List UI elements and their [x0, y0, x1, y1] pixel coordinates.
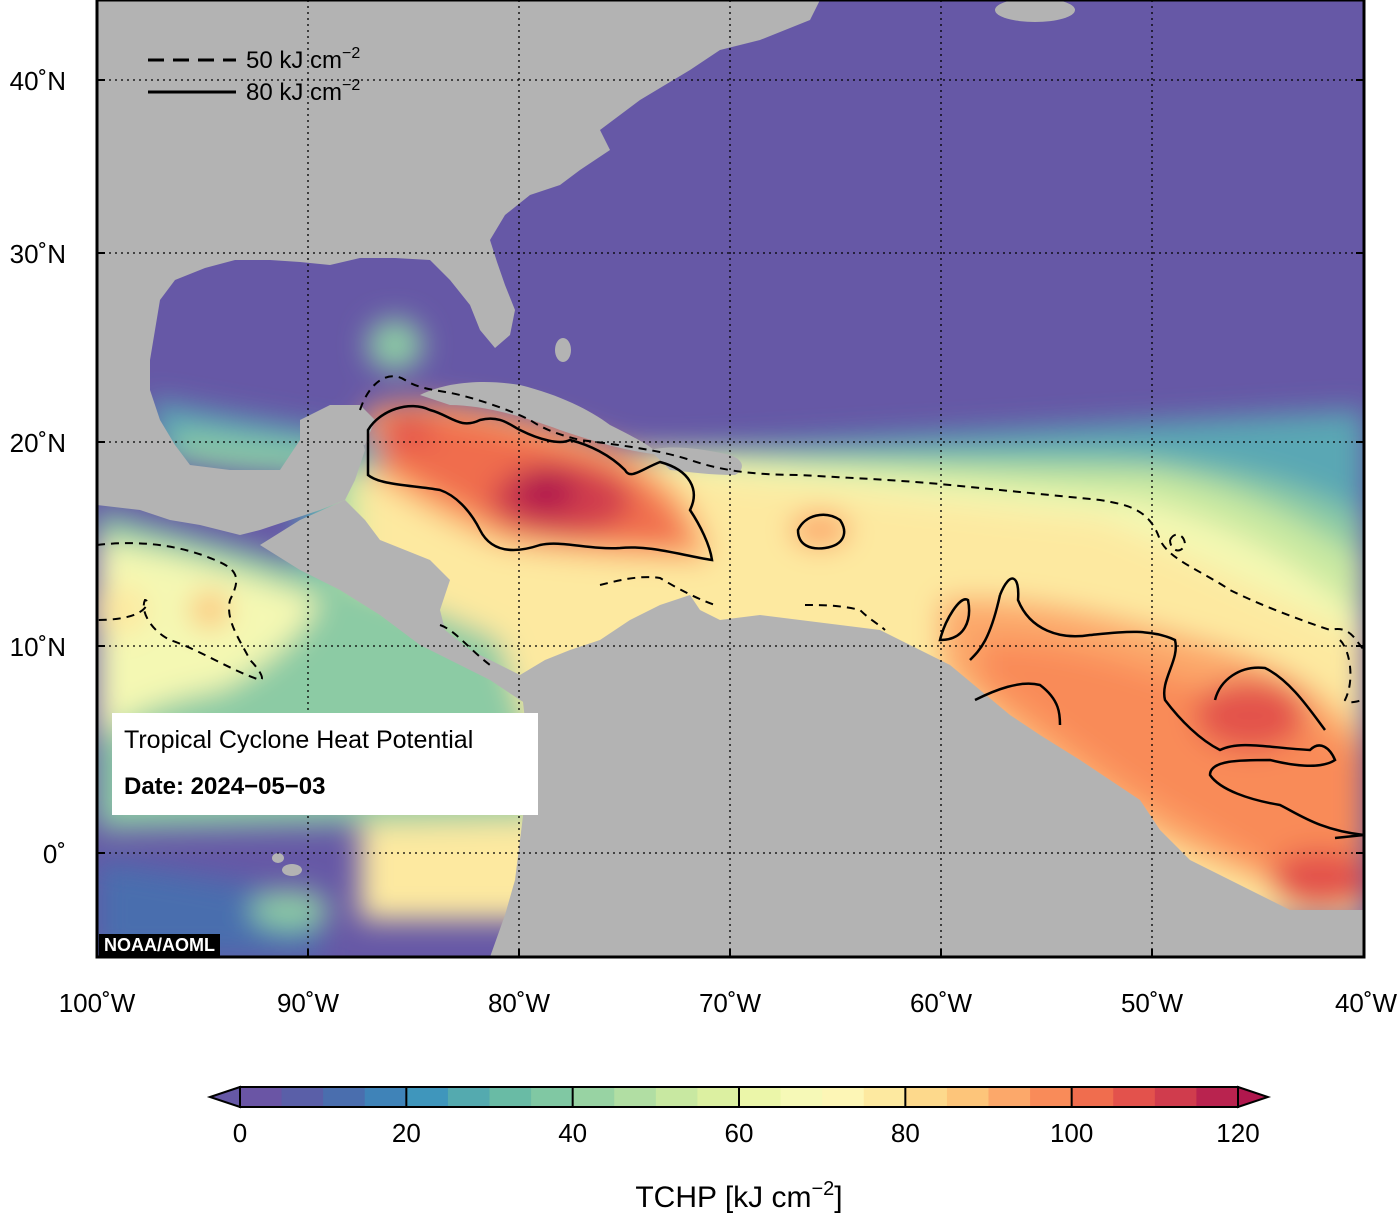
- colorbar-tick-label: 60: [725, 1118, 754, 1148]
- colorbar-tick-label: 0: [233, 1118, 247, 1148]
- colorbar-tick-label: 40: [558, 1118, 587, 1148]
- info-box: Tropical Cyclone Heat Potential Date: 20…: [112, 713, 538, 815]
- colorbar-tick-label: 120: [1216, 1118, 1259, 1148]
- colorbar: 0 20 40 60 80 100 120 TCHP [kJ cm−2]: [206, 1085, 1272, 1214]
- colorbar-title: TCHP [kJ cm−2]: [635, 1178, 842, 1214]
- colorbar-segment: [655, 1087, 699, 1107]
- colorbar-segment: [531, 1087, 574, 1107]
- colorbar-segment: [447, 1087, 491, 1107]
- colorbar-segment: [364, 1087, 407, 1107]
- graticule: [97, 0, 1364, 957]
- colorbar-segment: [1030, 1087, 1073, 1107]
- colorbar-segment: [1196, 1087, 1239, 1107]
- credit-label: NOAA/AOML: [99, 934, 220, 956]
- y-tick-label: 30˚N: [10, 239, 66, 269]
- map-area: [97, 0, 1364, 957]
- colorbar-segment: [1071, 1087, 1114, 1107]
- colorbar-segment: [489, 1087, 532, 1107]
- contour-50: [97, 375, 1364, 704]
- y-tick-label: 0˚: [43, 839, 66, 869]
- colorbar-segment: [1113, 1087, 1156, 1107]
- colorbar-high-arrow: [1237, 1085, 1272, 1109]
- colorbar-segment: [905, 1087, 948, 1107]
- x-tick-label: 50˚W: [1121, 988, 1184, 1018]
- colorbar-segment: [863, 1087, 906, 1107]
- y-tick-label: 20˚N: [10, 428, 66, 458]
- info-title: Tropical Cyclone Heat Potential: [124, 726, 474, 754]
- y-tick-label: 40˚N: [10, 66, 66, 96]
- x-axis-labels: 100˚W 90˚W 80˚W 70˚W 60˚W 50˚W 40˚W: [59, 988, 1398, 1018]
- contour-80: [366, 404, 1364, 840]
- colorbar-segment: [946, 1087, 990, 1107]
- colorbar-segment: [614, 1087, 657, 1107]
- colorbar-segment: [1154, 1087, 1198, 1107]
- x-tick-label: 70˚W: [699, 988, 762, 1018]
- x-tick-label: 100˚W: [59, 988, 136, 1018]
- colorbar-ticks: 0 20 40 60 80 100 120: [233, 1087, 1260, 1148]
- x-tick-label: 90˚W: [277, 988, 340, 1018]
- colorbar-segment: [739, 1087, 782, 1107]
- colorbar-segment: [240, 1087, 283, 1107]
- colorbar-segment: [572, 1087, 615, 1107]
- x-tick-label: 80˚W: [488, 988, 551, 1018]
- colorbar-low-arrow: [206, 1085, 241, 1109]
- colorbar-segment: [988, 1087, 1031, 1107]
- y-tick-label: 10˚N: [10, 632, 66, 662]
- colorbar-tick-label: 80: [891, 1118, 920, 1148]
- legend-solid-label: 80 kJ cm−2: [246, 77, 360, 106]
- colorbar-segment: [697, 1087, 740, 1107]
- legend-dashed-label: 50 kJ cm−2: [246, 45, 360, 74]
- colorbar-segment: [281, 1087, 324, 1107]
- colorbar-tick-label: 20: [392, 1118, 421, 1148]
- contour-legend: 50 kJ cm−2 80 kJ cm−2: [148, 45, 360, 106]
- x-tick-label: 60˚W: [910, 988, 973, 1018]
- colorbar-tick-label: 100: [1050, 1118, 1093, 1148]
- info-date: Date: 2024−05−03: [124, 773, 326, 800]
- colorbar-segment: [323, 1087, 366, 1107]
- y-axis-labels: 40˚N 30˚N 20˚N 10˚N 0˚: [10, 66, 66, 869]
- colorbar-segment: [780, 1087, 823, 1107]
- colorbar-segments: [240, 1087, 1239, 1107]
- x-tick-label: 40˚W: [1335, 988, 1398, 1018]
- tick-marks: [97, 79, 1364, 957]
- colorbar-segment: [822, 1087, 865, 1107]
- colorbar-segment: [406, 1087, 449, 1107]
